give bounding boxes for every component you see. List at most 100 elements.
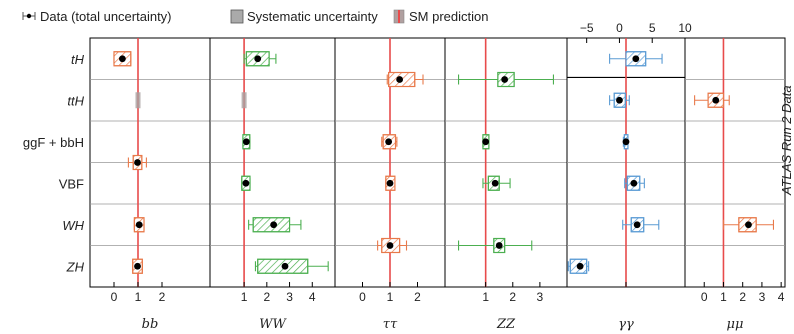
central-value	[396, 76, 404, 83]
tick-label: 0	[359, 290, 366, 304]
tick-label: −5	[580, 21, 594, 35]
channel-label: γγ	[618, 317, 634, 332]
channel-panel: −5 0 5 10 γγ	[566, 21, 692, 332]
legend-syst-label: Systematic uncertainty	[247, 9, 378, 24]
tick-label: 4	[309, 290, 316, 304]
row-label: ttH	[67, 93, 84, 108]
channel-panel: 0 1 2 3 4 μμ	[684, 37, 786, 332]
channel-label: WW	[259, 317, 287, 332]
tick-label: 10	[678, 21, 692, 35]
tick-label: 0	[616, 21, 623, 35]
data-point	[624, 175, 645, 191]
channel-panel: 0 1 2 ττ	[334, 37, 446, 332]
side-label: ATLAS Run 2 Data	[779, 85, 794, 196]
data-point	[458, 237, 533, 254]
legend-sm-swatch	[393, 9, 405, 24]
data-point	[458, 71, 554, 88]
data-point	[377, 237, 408, 254]
central-value	[270, 221, 278, 229]
central-value	[134, 262, 141, 270]
central-value	[576, 262, 584, 270]
legend-data-label: Data (total uncertainty)	[40, 9, 172, 24]
legend-data-marker	[22, 12, 36, 20]
tick-label: 2	[739, 290, 746, 304]
central-value	[135, 221, 143, 229]
tick-label: 5	[649, 21, 656, 35]
channel-label: ττ	[383, 317, 398, 332]
central-value	[632, 55, 640, 63]
tick-label: 2	[414, 290, 421, 304]
data-point	[694, 92, 730, 108]
tick-label: 0	[701, 290, 708, 304]
central-value	[385, 138, 393, 146]
sm-marker	[241, 92, 247, 109]
central-value	[482, 138, 490, 146]
central-value	[134, 159, 141, 166]
legend-syst-swatch	[230, 9, 244, 24]
legend: Data (total uncertainty) Systematic unce…	[22, 9, 488, 24]
channel-label: ZZ	[496, 317, 516, 332]
tick-label: 0	[111, 290, 118, 304]
central-value	[281, 262, 289, 270]
data-point	[241, 175, 251, 191]
sm-marker	[135, 92, 141, 109]
central-value	[616, 96, 623, 104]
data-point	[254, 258, 329, 274]
central-value	[119, 55, 126, 63]
central-value	[622, 138, 630, 146]
data-point	[132, 258, 143, 274]
central-value	[254, 55, 262, 63]
data-point	[248, 217, 302, 233]
tick-label: 2	[159, 290, 166, 304]
tick-label: 1	[387, 290, 394, 304]
row-label: ggF + bbH	[23, 135, 84, 150]
tick-label: 1	[482, 290, 489, 304]
channel-label: bb	[142, 317, 159, 332]
data-point	[113, 51, 132, 67]
central-value	[745, 221, 752, 229]
central-value	[633, 221, 641, 229]
central-value	[501, 76, 509, 83]
channel-panel: 0 1 2bb	[89, 37, 211, 332]
data-point	[609, 92, 630, 108]
central-value	[712, 96, 720, 104]
data-point	[722, 217, 775, 233]
tick-label: 1	[135, 290, 142, 304]
central-value	[386, 242, 394, 249]
channel-panel: 1 2 3 4 WW	[209, 37, 336, 332]
data-point	[567, 258, 590, 274]
tick-label: 3	[286, 290, 293, 304]
data-point	[386, 71, 424, 88]
channel-panel: 1 2 3 ZZ	[444, 37, 568, 332]
central-value	[242, 138, 250, 146]
tick-label: 3	[759, 290, 766, 304]
row-labels: tH ttH ggF + bbH VBF WH ZH	[23, 52, 85, 275]
data-point	[482, 134, 490, 150]
data-point	[385, 175, 396, 191]
channel-label: μμ	[727, 317, 744, 332]
tick-label: 2	[509, 290, 516, 304]
row-label: WH	[62, 218, 84, 233]
data-point	[609, 51, 663, 67]
central-value	[630, 179, 638, 187]
central-value	[491, 179, 499, 187]
tick-label: 3	[537, 290, 544, 304]
tick-label: 2	[263, 290, 270, 304]
tick-label: 4	[778, 290, 785, 304]
row-label: tH	[71, 52, 85, 67]
legend-sm-label: SM prediction	[409, 9, 488, 24]
tick-label: 1	[720, 290, 727, 304]
data-point	[242, 134, 251, 150]
row-label: ZH	[66, 259, 85, 274]
central-value	[495, 242, 503, 249]
data-point	[133, 217, 145, 233]
data-point	[381, 134, 398, 150]
tick-label: 1	[241, 290, 248, 304]
central-value	[242, 179, 250, 187]
data-point	[482, 175, 511, 191]
row-label: VBF	[59, 176, 84, 191]
data-point	[622, 217, 660, 233]
data-point	[243, 51, 277, 67]
